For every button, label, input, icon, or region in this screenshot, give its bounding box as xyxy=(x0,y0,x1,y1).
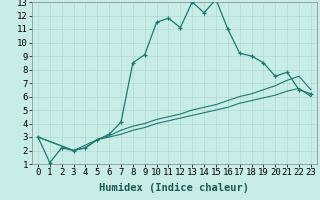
X-axis label: Humidex (Indice chaleur): Humidex (Indice chaleur) xyxy=(100,183,249,193)
